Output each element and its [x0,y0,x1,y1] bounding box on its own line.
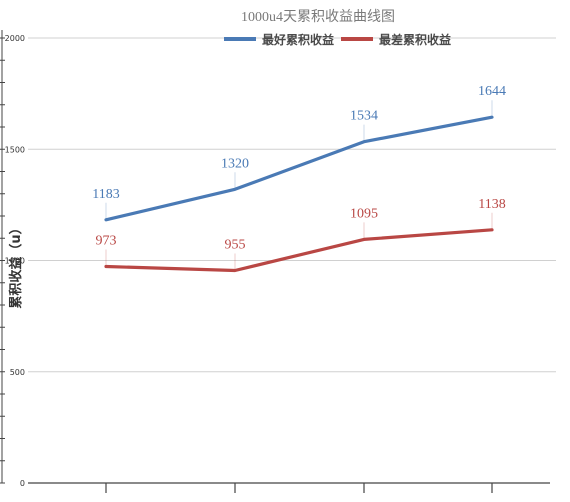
series-line-0 [104,115,494,222]
y-tick-label-2: 1000 [5,257,25,266]
series-lines [104,115,494,273]
y-tick-label-0: 0 [20,479,25,488]
data-label-0-1: 1320 [221,156,249,171]
y-axis-ticks: 0 500 1000 1500 2000 [0,34,25,488]
gridlines [28,37,556,373]
data-label-1-1: 955 [225,238,246,253]
y-axis-label: 累积收益（u） [8,221,24,308]
y-tick-label-1: 500 [10,368,25,377]
data-label-1-3: 1138 [478,197,505,212]
series-line-1 [104,228,494,273]
chart-title: 1000u4天累积收益曲线图 [241,9,395,25]
legend-label-worst: 最差累积收益 [379,32,451,47]
data-labels: 1183 1320 1534 1644 973 955 1095 1138 [92,84,506,271]
data-label-1-0: 973 [96,234,117,249]
data-label-0-0: 1183 [92,187,119,202]
data-label-0-2: 1534 [350,109,378,124]
axes [1,30,550,484]
data-label-0-3: 1644 [478,84,506,99]
x-axis-ticks [105,483,493,493]
y-tick-label-3: 1500 [5,145,25,154]
legend: 最好累积收益 最差累积收益 [224,32,451,47]
y-tick-label-4: 2000 [5,34,25,43]
data-label-1-2: 1095 [350,206,378,221]
legend-label-best: 最好累积收益 [262,32,334,47]
